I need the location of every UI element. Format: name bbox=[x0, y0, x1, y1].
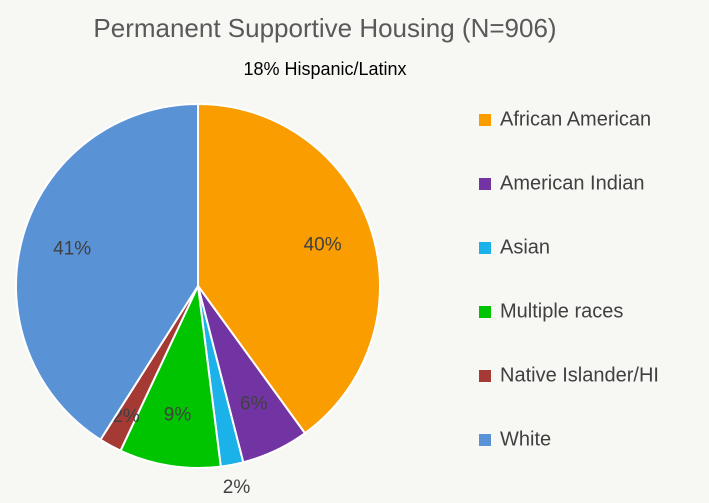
data-label: 40% bbox=[304, 235, 342, 256]
legend-swatch bbox=[479, 242, 491, 254]
legend-swatch bbox=[479, 370, 491, 382]
data-label: 2% bbox=[223, 477, 251, 498]
legend-label: Multiple races bbox=[500, 300, 623, 322]
legend-label: African American bbox=[500, 108, 651, 130]
legend-swatch bbox=[479, 114, 491, 126]
pie-slice bbox=[197, 102, 381, 435]
legend-label: Asian bbox=[500, 236, 550, 258]
pie-slice bbox=[119, 282, 222, 469]
legend-swatch bbox=[479, 434, 491, 446]
chart-subtitle: 18% Hispanic/Latinx bbox=[243, 59, 406, 79]
legend-label: American Indian bbox=[500, 172, 645, 194]
data-label: 9% bbox=[164, 404, 192, 425]
legend-label: White bbox=[500, 428, 551, 450]
chart-title: Permanent Supportive Housing (N=906) bbox=[93, 13, 556, 43]
legend-swatch bbox=[479, 306, 491, 318]
legend-swatch bbox=[479, 178, 491, 190]
data-label: 6% bbox=[240, 394, 268, 415]
data-label: 41% bbox=[53, 238, 91, 259]
pie-slice bbox=[15, 102, 199, 442]
legend-label: Native Islander/HI bbox=[500, 364, 659, 386]
